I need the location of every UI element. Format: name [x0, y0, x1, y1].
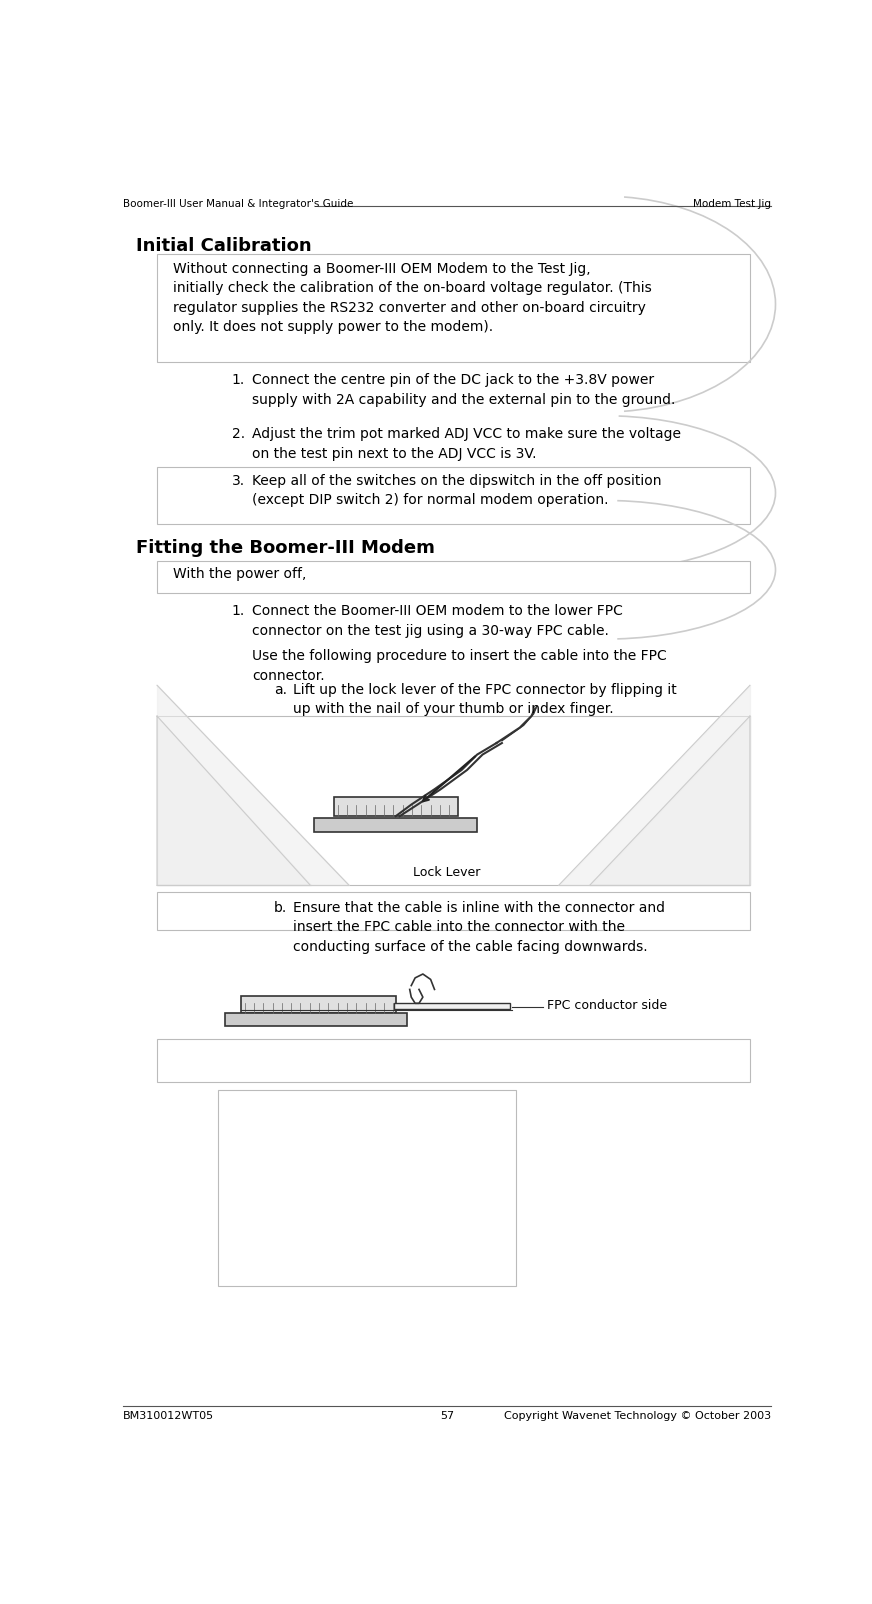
- Text: BM310012WT05: BM310012WT05: [123, 1410, 214, 1421]
- Bar: [157, 1039, 750, 1081]
- Text: 1.: 1.: [231, 374, 245, 388]
- Bar: [241, 996, 396, 1012]
- Bar: [315, 818, 477, 831]
- Bar: [394, 1002, 510, 1009]
- Polygon shape: [157, 685, 350, 885]
- Text: Copyright Wavenet Technology © October 2003: Copyright Wavenet Technology © October 2…: [504, 1410, 771, 1421]
- Text: Boomer-III User Manual & Integrator's Guide: Boomer-III User Manual & Integrator's Gu…: [123, 199, 353, 209]
- Text: Fitting the Boomer-III Modem: Fitting the Boomer-III Modem: [136, 539, 435, 557]
- Polygon shape: [589, 715, 750, 885]
- Text: Lock Lever: Lock Lever: [413, 866, 480, 879]
- Polygon shape: [558, 685, 750, 885]
- Text: Keep all of the switches on the dipswitch in the off position
(except DIP switch: Keep all of the switches on the dipswitc…: [252, 473, 662, 507]
- Polygon shape: [157, 715, 310, 885]
- Bar: [157, 715, 750, 885]
- Text: Ensure that the cable is inline with the connector and
insert the FPC cable into: Ensure that the cable is inline with the…: [294, 901, 665, 954]
- Bar: [157, 560, 750, 593]
- Text: Modem Test Jig: Modem Test Jig: [693, 199, 771, 209]
- Text: Lift up the lock lever of the FPC connector by flipping it
up with the nail of y: Lift up the lock lever of the FPC connec…: [294, 683, 678, 717]
- Text: Use the following procedure to insert the cable into the FPC
connector.: Use the following procedure to insert th…: [252, 650, 667, 683]
- Text: 2.: 2.: [231, 427, 245, 441]
- Bar: [217, 1089, 516, 1286]
- Text: b.: b.: [274, 901, 287, 914]
- Bar: [157, 253, 750, 363]
- Text: Connect the Boomer-III OEM modem to the lower FPC
connector on the test jig usin: Connect the Boomer-III OEM modem to the …: [252, 605, 623, 638]
- Text: 57: 57: [439, 1410, 454, 1421]
- Text: With the power off,: With the power off,: [173, 568, 306, 582]
- Text: 3.: 3.: [231, 473, 245, 488]
- Bar: [334, 797, 458, 816]
- Text: a.: a.: [275, 683, 287, 698]
- Bar: [225, 1014, 407, 1025]
- Text: Connect the centre pin of the DC jack to the +3.8V power
supply with 2A capabili: Connect the centre pin of the DC jack to…: [252, 374, 676, 407]
- Bar: [157, 892, 750, 930]
- Text: Initial Calibration: Initial Calibration: [136, 237, 312, 255]
- Text: Without connecting a Boomer-III OEM Modem to the Test Jig,
initially check the c: Without connecting a Boomer-III OEM Mode…: [173, 261, 651, 334]
- Text: FPC conductor side: FPC conductor side: [547, 999, 667, 1012]
- Bar: [157, 467, 750, 523]
- Text: Adjust the trim pot marked ADJ VCC to make sure the voltage
on the test pin next: Adjust the trim pot marked ADJ VCC to ma…: [252, 427, 681, 460]
- Text: 1.: 1.: [231, 605, 245, 619]
